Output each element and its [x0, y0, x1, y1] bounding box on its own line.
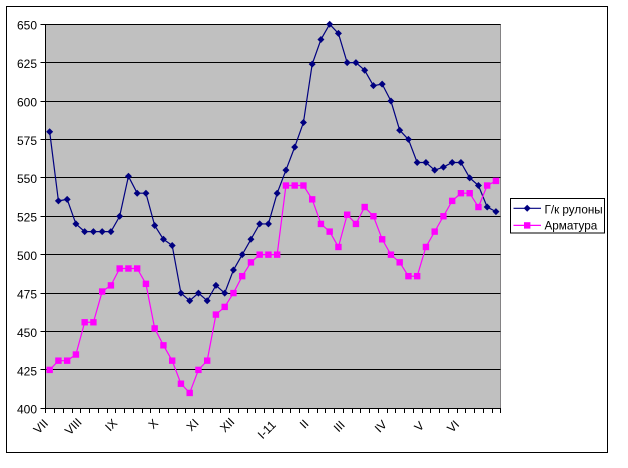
svg-text:625: 625 [17, 57, 37, 71]
svg-text:475: 475 [17, 287, 37, 301]
svg-text:525: 525 [17, 211, 37, 225]
svg-text:400: 400 [17, 403, 37, 417]
svg-text:Г/к рулоны: Г/к рулоны [545, 204, 603, 217]
svg-text:500: 500 [17, 249, 37, 263]
svg-text:550: 550 [17, 172, 37, 186]
svg-text:425: 425 [17, 364, 37, 378]
svg-text:650: 650 [17, 19, 37, 33]
svg-text:575: 575 [17, 134, 37, 148]
svg-text:450: 450 [17, 326, 37, 340]
svg-text:600: 600 [17, 95, 37, 109]
svg-text:Арматура: Арматура [545, 219, 598, 232]
